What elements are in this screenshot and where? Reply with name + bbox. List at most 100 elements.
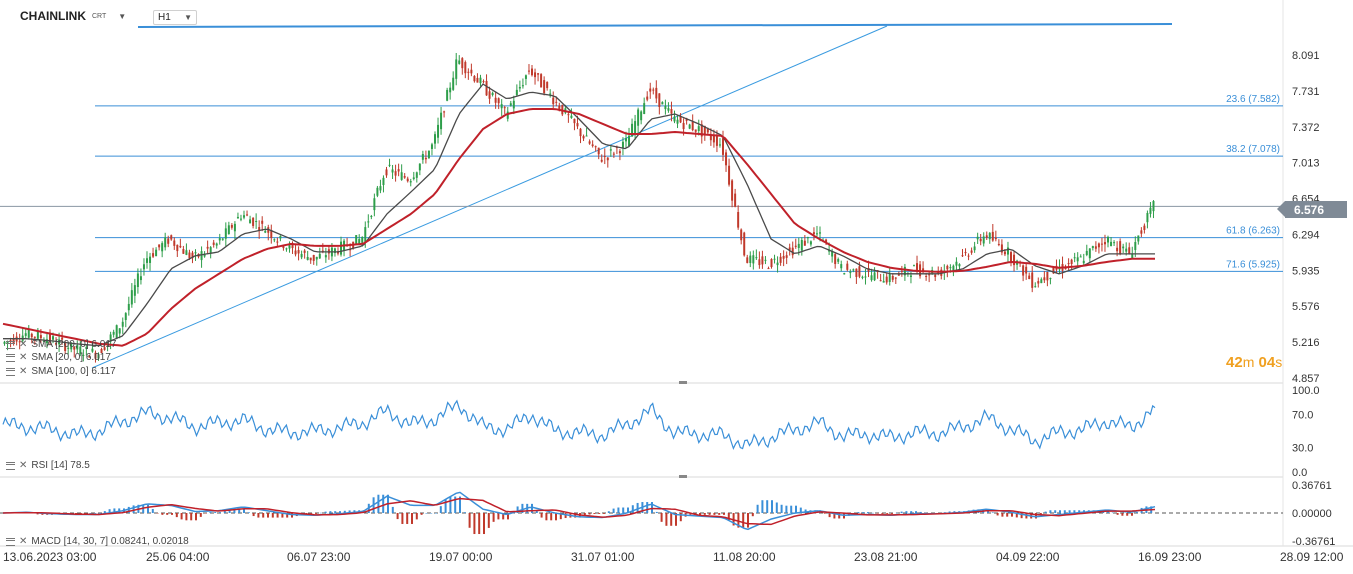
- macd-histogram-bar: [478, 513, 481, 535]
- candle: [491, 91, 494, 97]
- candle: [728, 158, 731, 187]
- macd-histogram-bar: [161, 513, 164, 515]
- macd-histogram-bar: [828, 513, 831, 518]
- candle: [976, 232, 979, 244]
- macd-histogram-bar: [190, 513, 193, 521]
- macd-histogram-bar: [540, 513, 543, 518]
- candle: [412, 171, 415, 181]
- candle-body: [264, 231, 267, 233]
- candle-body: [503, 107, 506, 109]
- candle-body: [6, 341, 9, 344]
- price-tick-label: 5.576: [1292, 301, 1320, 313]
- candle-body: [552, 97, 555, 105]
- candle: [779, 252, 782, 266]
- candle-body: [221, 238, 224, 240]
- macd-histogram-bar: [1006, 513, 1009, 517]
- candle: [473, 75, 476, 83]
- candle-body: [579, 128, 582, 137]
- candle: [161, 241, 164, 258]
- macd-histogram-bar: [833, 513, 836, 519]
- candle-body: [324, 255, 327, 258]
- countdown-minutes: 42: [1226, 354, 1243, 371]
- macd-histogram-bar: [747, 513, 749, 528]
- candle: [482, 79, 485, 84]
- candle-body: [655, 87, 658, 99]
- settings-icon[interactable]: [6, 353, 15, 362]
- candle: [546, 81, 549, 91]
- macd-histogram-bar: [209, 512, 212, 513]
- countdown-timer: 42m 04s: [1226, 354, 1282, 371]
- candle: [761, 250, 764, 269]
- macd-histogram-bar: [583, 513, 586, 517]
- symbol-selector[interactable]: CHAINLINK CRT ▼: [20, 9, 126, 23]
- candle-body: [446, 89, 449, 101]
- chevron-down-icon[interactable]: ▼: [118, 11, 127, 21]
- macd-histogram-bar: [377, 494, 380, 513]
- legend-sma200[interactable]: ✕ SMA [200, 0] 6.017: [6, 339, 116, 350]
- candle-body: [779, 256, 782, 263]
- candle-body: [149, 256, 152, 263]
- candle: [543, 76, 546, 96]
- candle-body: [70, 342, 73, 350]
- settings-icon[interactable]: [6, 367, 15, 376]
- close-icon[interactable]: ✕: [19, 366, 28, 377]
- candle: [1094, 241, 1097, 252]
- candle: [124, 312, 127, 328]
- legend-sma100[interactable]: ✕ SMA [100, 0] 6.117: [6, 366, 116, 377]
- candle: [919, 261, 922, 279]
- candle: [537, 72, 540, 82]
- macd-histogram-bar: [871, 512, 874, 514]
- timeframe-select[interactable]: H1 ▼: [153, 10, 197, 25]
- settings-icon[interactable]: [6, 461, 15, 470]
- candle-body: [1103, 242, 1106, 245]
- candle: [521, 78, 524, 89]
- macd-histogram-bar: [718, 513, 721, 515]
- candle-body: [321, 250, 324, 252]
- candle-body: [215, 243, 218, 246]
- candle-body: [791, 247, 794, 256]
- close-icon[interactable]: ✕: [19, 339, 28, 350]
- candle: [76, 340, 79, 354]
- legend-sma20[interactable]: ✕ SMA [20, 0] 6.017: [6, 352, 111, 363]
- candle: [48, 329, 51, 346]
- legend-rsi[interactable]: ✕ RSI [14] 78.5: [6, 460, 90, 471]
- macd-histogram-bar: [127, 506, 130, 513]
- candle-body: [570, 115, 573, 118]
- candle: [634, 114, 637, 140]
- candle: [882, 273, 885, 283]
- candle-body: [85, 346, 88, 349]
- candle: [424, 150, 427, 164]
- macd-histogram-bar: [1121, 513, 1124, 516]
- legend-macd[interactable]: ✕ MACD [14, 30, 7] 0.08241, 0.02018: [6, 536, 189, 547]
- candle-body: [776, 262, 779, 266]
- settings-icon[interactable]: [6, 340, 15, 349]
- candle: [1052, 267, 1055, 274]
- candle-body: [734, 193, 737, 207]
- close-icon[interactable]: ✕: [19, 352, 28, 363]
- candle-body: [740, 229, 743, 241]
- price-tick-label: 7.013: [1292, 158, 1320, 170]
- close-icon[interactable]: ✕: [19, 460, 28, 471]
- candle-body: [434, 134, 436, 144]
- current-price-tag: 6.576: [1277, 201, 1347, 218]
- candle-body: [194, 252, 197, 254]
- candle-body: [621, 141, 624, 148]
- symbol-name: CHAINLINK: [20, 9, 86, 23]
- candle-body: [333, 248, 336, 254]
- candle-body: [640, 111, 643, 121]
- macd-histogram-bar: [507, 513, 509, 520]
- settings-icon[interactable]: [6, 537, 15, 546]
- candle: [606, 156, 609, 168]
- candle-body: [127, 303, 130, 311]
- macd-histogram-bar: [891, 513, 893, 514]
- candle: [861, 275, 864, 280]
- rsi-tick-label: 0.0: [1292, 467, 1307, 479]
- close-icon[interactable]: ✕: [19, 536, 28, 547]
- candle: [964, 248, 967, 256]
- macd-histogram-bar: [228, 509, 231, 513]
- macd-histogram-bar: [737, 513, 740, 528]
- price-tick-label: 5.216: [1292, 337, 1320, 349]
- candle: [1079, 254, 1082, 258]
- candle-body: [825, 239, 828, 243]
